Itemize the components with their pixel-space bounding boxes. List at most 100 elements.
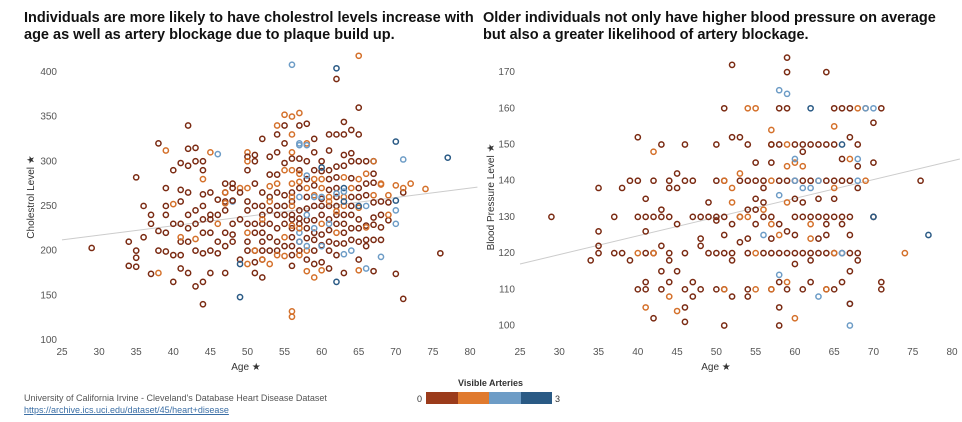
blood-pressure-data-point bbox=[783, 162, 791, 170]
cholesterol-data-point bbox=[221, 189, 229, 196]
cholesterol-data-point bbox=[392, 138, 400, 145]
cholesterol-data-point bbox=[258, 247, 266, 254]
cholesterol-data-point bbox=[355, 52, 363, 60]
blood-pressure-data-point bbox=[870, 159, 877, 166]
cholesterol-data-point bbox=[199, 215, 207, 223]
blood-pressure-x-tick-label: 55 bbox=[750, 347, 762, 358]
cholesterol-data-point bbox=[333, 229, 340, 237]
cholesterol-data-point bbox=[266, 153, 274, 161]
cholesterol-data-point bbox=[370, 170, 377, 178]
cholesterol-data-point bbox=[318, 231, 325, 238]
legend-swatch-0 bbox=[426, 392, 458, 404]
cholesterol-data-point bbox=[266, 233, 274, 241]
blood-pressure-data-point bbox=[767, 249, 775, 257]
cholesterol-data-point bbox=[347, 202, 355, 210]
blood-pressure-data-point bbox=[815, 213, 822, 221]
blood-pressure-data-point bbox=[854, 177, 862, 185]
blood-pressure-data-point bbox=[799, 177, 807, 185]
blood-pressure-data-point bbox=[775, 104, 783, 112]
cholesterol-data-point bbox=[318, 242, 325, 250]
cholesterol-data-point bbox=[303, 256, 311, 263]
cholesterol-data-point bbox=[370, 267, 377, 275]
cholesterol-data-point bbox=[132, 247, 140, 254]
blood-pressure-data-point bbox=[634, 285, 642, 293]
legend-swatch-3 bbox=[520, 392, 552, 404]
cholesterol-data-point bbox=[288, 166, 296, 174]
blood-pressure-data-point bbox=[767, 141, 775, 148]
blood-pressure-data-point bbox=[775, 220, 783, 228]
blood-pressure-data-point bbox=[783, 285, 791, 293]
blood-pressure-y-tick-label: 130 bbox=[498, 212, 515, 223]
blood-pressure-data-point bbox=[665, 293, 673, 300]
blood-pressure-data-point bbox=[822, 231, 830, 239]
blood-pressure-data-point bbox=[618, 249, 626, 257]
cholesterol-data-point bbox=[296, 122, 303, 129]
blood-pressure-data-point bbox=[760, 177, 767, 185]
blood-pressure-x-tick-label: 30 bbox=[554, 347, 566, 358]
cholesterol-data-point bbox=[177, 220, 185, 228]
cholesterol-data-point bbox=[177, 233, 185, 241]
blood-pressure-data-point bbox=[665, 184, 673, 192]
chart-title-cholesterol: Individuals are more likely to have chol… bbox=[24, 10, 474, 43]
source-link[interactable]: https://archive.ics.uci.edu/dataset/45/h… bbox=[24, 405, 229, 415]
blood-pressure-data-point bbox=[791, 177, 799, 185]
cholesterol-data-point bbox=[303, 175, 311, 183]
blood-pressure-data-point bbox=[681, 318, 689, 326]
cholesterol-data-point bbox=[340, 184, 348, 192]
blood-pressure-data-point bbox=[799, 213, 807, 221]
cholesterol-data-point bbox=[310, 260, 318, 268]
cholesterol-data-point bbox=[244, 166, 251, 174]
cholesterol-data-point bbox=[296, 166, 303, 174]
cholesterol-data-point bbox=[288, 313, 296, 321]
cholesterol-data-point bbox=[214, 196, 222, 204]
blood-pressure-data-point bbox=[760, 199, 767, 206]
cholesterol-y-tick-label: 200 bbox=[40, 246, 57, 257]
cholesterol-data-point bbox=[281, 122, 288, 129]
blood-pressure-data-point bbox=[830, 195, 838, 203]
cholesterol-data-point bbox=[169, 278, 177, 286]
cholesterol-data-point bbox=[192, 235, 199, 243]
blood-pressure-data-point bbox=[673, 184, 681, 192]
chart-title-blood-pressure: Older individuals not only have higher b… bbox=[483, 10, 936, 43]
blood-pressure-data-point bbox=[634, 249, 642, 257]
cholesterol-data-point bbox=[273, 251, 281, 259]
cholesterol-data-point bbox=[169, 251, 177, 259]
blood-pressure-data-point bbox=[713, 177, 720, 185]
cholesterol-data-point bbox=[310, 175, 318, 183]
cholesterol-data-point bbox=[125, 262, 133, 270]
blood-pressure-data-point bbox=[595, 242, 602, 250]
cholesterol-data-point bbox=[310, 224, 318, 232]
cholesterol-data-point bbox=[370, 191, 377, 199]
blood-pressure-y-tick-label: 110 bbox=[499, 284, 515, 295]
cholesterol-data-point bbox=[355, 184, 363, 192]
cholesterol-data-point bbox=[333, 64, 340, 72]
cholesterol-data-point bbox=[273, 202, 281, 210]
cholesterol-data-point bbox=[325, 265, 333, 272]
blood-pressure-data-point bbox=[846, 322, 854, 329]
cholesterol-data-point bbox=[199, 190, 207, 198]
cholesterol-data-point bbox=[258, 229, 266, 237]
cholesterol-data-point bbox=[318, 258, 325, 266]
cholesterol-data-point bbox=[251, 157, 259, 165]
cholesterol-data-point bbox=[325, 186, 333, 194]
blood-pressure-data-point bbox=[846, 177, 854, 185]
cholesterol-data-point bbox=[162, 211, 170, 219]
cholesterol-data-point bbox=[340, 162, 348, 170]
blood-pressure-data-point bbox=[830, 184, 838, 192]
cholesterol-data-point bbox=[370, 199, 377, 206]
blood-pressure-data-point bbox=[752, 104, 759, 112]
cholesterol-data-point bbox=[310, 182, 318, 189]
cholesterol-data-point bbox=[288, 242, 296, 250]
cholesterol-data-point bbox=[140, 202, 147, 210]
cholesterol-data-point bbox=[340, 131, 348, 138]
cholesterol-x-tick-label: 35 bbox=[131, 347, 143, 358]
cholesterol-data-point bbox=[325, 131, 333, 138]
blood-pressure-data-point bbox=[665, 177, 673, 185]
cholesterol-data-point bbox=[340, 269, 348, 277]
cholesterol-x-tick-label: 45 bbox=[205, 347, 217, 358]
cholesterol-data-point bbox=[436, 249, 444, 257]
cholesterol-data-point bbox=[370, 221, 377, 229]
cholesterol-data-point bbox=[340, 198, 348, 205]
blood-pressure-data-point bbox=[846, 300, 854, 308]
cholesterol-data-point bbox=[140, 233, 147, 241]
